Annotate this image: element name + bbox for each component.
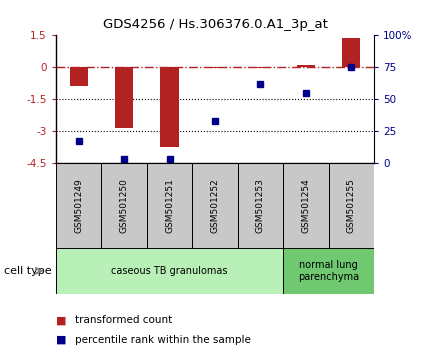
- Text: GSM501252: GSM501252: [211, 178, 219, 233]
- Bar: [115, 67, 133, 128]
- Bar: [206, 67, 224, 68]
- Bar: [238, 163, 283, 248]
- Bar: [160, 67, 178, 147]
- Text: ■: ■: [56, 335, 66, 345]
- Text: GSM501254: GSM501254: [301, 178, 310, 233]
- Bar: [70, 67, 88, 86]
- Text: caseous TB granulomas: caseous TB granulomas: [111, 266, 228, 276]
- Bar: [56, 163, 101, 248]
- Bar: [147, 163, 192, 248]
- Text: GSM501255: GSM501255: [347, 178, 356, 233]
- Bar: [329, 163, 374, 248]
- Bar: [283, 163, 329, 248]
- Bar: [252, 67, 270, 68]
- Bar: [192, 163, 238, 248]
- Title: GDS4256 / Hs.306376.0.A1_3p_at: GDS4256 / Hs.306376.0.A1_3p_at: [103, 18, 327, 32]
- Bar: [56, 248, 283, 294]
- Bar: [283, 248, 374, 294]
- Text: percentile rank within the sample: percentile rank within the sample: [75, 335, 251, 345]
- Bar: [297, 65, 315, 67]
- Text: cell type: cell type: [4, 266, 52, 276]
- Text: GSM501249: GSM501249: [74, 178, 83, 233]
- Bar: [101, 163, 147, 248]
- Text: normal lung
parenchyma: normal lung parenchyma: [298, 260, 359, 282]
- Text: GSM501251: GSM501251: [165, 178, 174, 233]
- Text: GSM501253: GSM501253: [256, 178, 265, 233]
- Bar: [342, 38, 360, 67]
- Text: ■: ■: [56, 315, 66, 325]
- Text: transformed count: transformed count: [75, 315, 172, 325]
- Text: GSM501250: GSM501250: [120, 178, 129, 233]
